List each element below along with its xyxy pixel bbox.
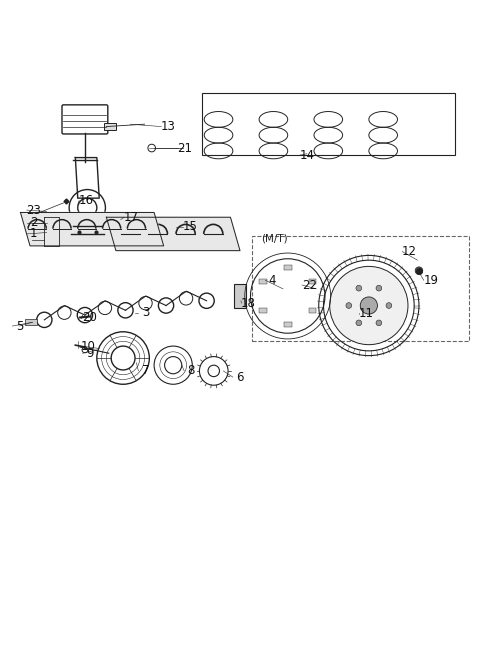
Text: 8: 8	[188, 364, 195, 377]
Polygon shape	[21, 213, 164, 246]
Bar	[25, 319, 37, 324]
Circle shape	[360, 297, 377, 314]
Circle shape	[330, 266, 408, 345]
Text: 11: 11	[359, 307, 374, 320]
Circle shape	[376, 320, 382, 326]
Text: 22: 22	[302, 279, 317, 292]
Text: 23: 23	[26, 203, 41, 216]
Text: 5: 5	[16, 320, 23, 332]
Text: 15: 15	[182, 220, 197, 233]
Text: 12: 12	[402, 245, 417, 258]
Text: 1: 1	[30, 228, 37, 241]
Text: 13: 13	[161, 120, 176, 133]
Text: 14: 14	[300, 148, 314, 162]
Circle shape	[376, 285, 382, 291]
Bar	[284, 265, 291, 269]
Text: (M/T): (M/T)	[262, 233, 288, 244]
Bar	[284, 322, 291, 327]
Circle shape	[346, 303, 352, 309]
Text: 17: 17	[124, 211, 139, 224]
Text: 7: 7	[142, 364, 149, 377]
Text: 4: 4	[269, 274, 276, 286]
Circle shape	[386, 303, 392, 309]
Bar	[259, 279, 267, 284]
Bar	[309, 308, 316, 313]
Bar	[309, 279, 316, 284]
Circle shape	[356, 285, 362, 291]
Bar	[234, 284, 246, 308]
Text: 19: 19	[423, 274, 438, 286]
Circle shape	[415, 267, 423, 275]
Text: 18: 18	[241, 297, 256, 309]
Text: 20: 20	[82, 311, 97, 324]
Circle shape	[356, 320, 362, 326]
Bar	[104, 123, 116, 130]
Polygon shape	[107, 217, 240, 250]
Text: 16: 16	[79, 194, 94, 207]
Text: 10: 10	[81, 339, 96, 353]
Text: 9: 9	[86, 347, 94, 360]
Text: 2: 2	[30, 216, 37, 230]
Text: 6: 6	[236, 371, 244, 384]
Text: 21: 21	[178, 141, 192, 154]
Bar	[259, 308, 267, 313]
Text: 3: 3	[142, 306, 149, 319]
